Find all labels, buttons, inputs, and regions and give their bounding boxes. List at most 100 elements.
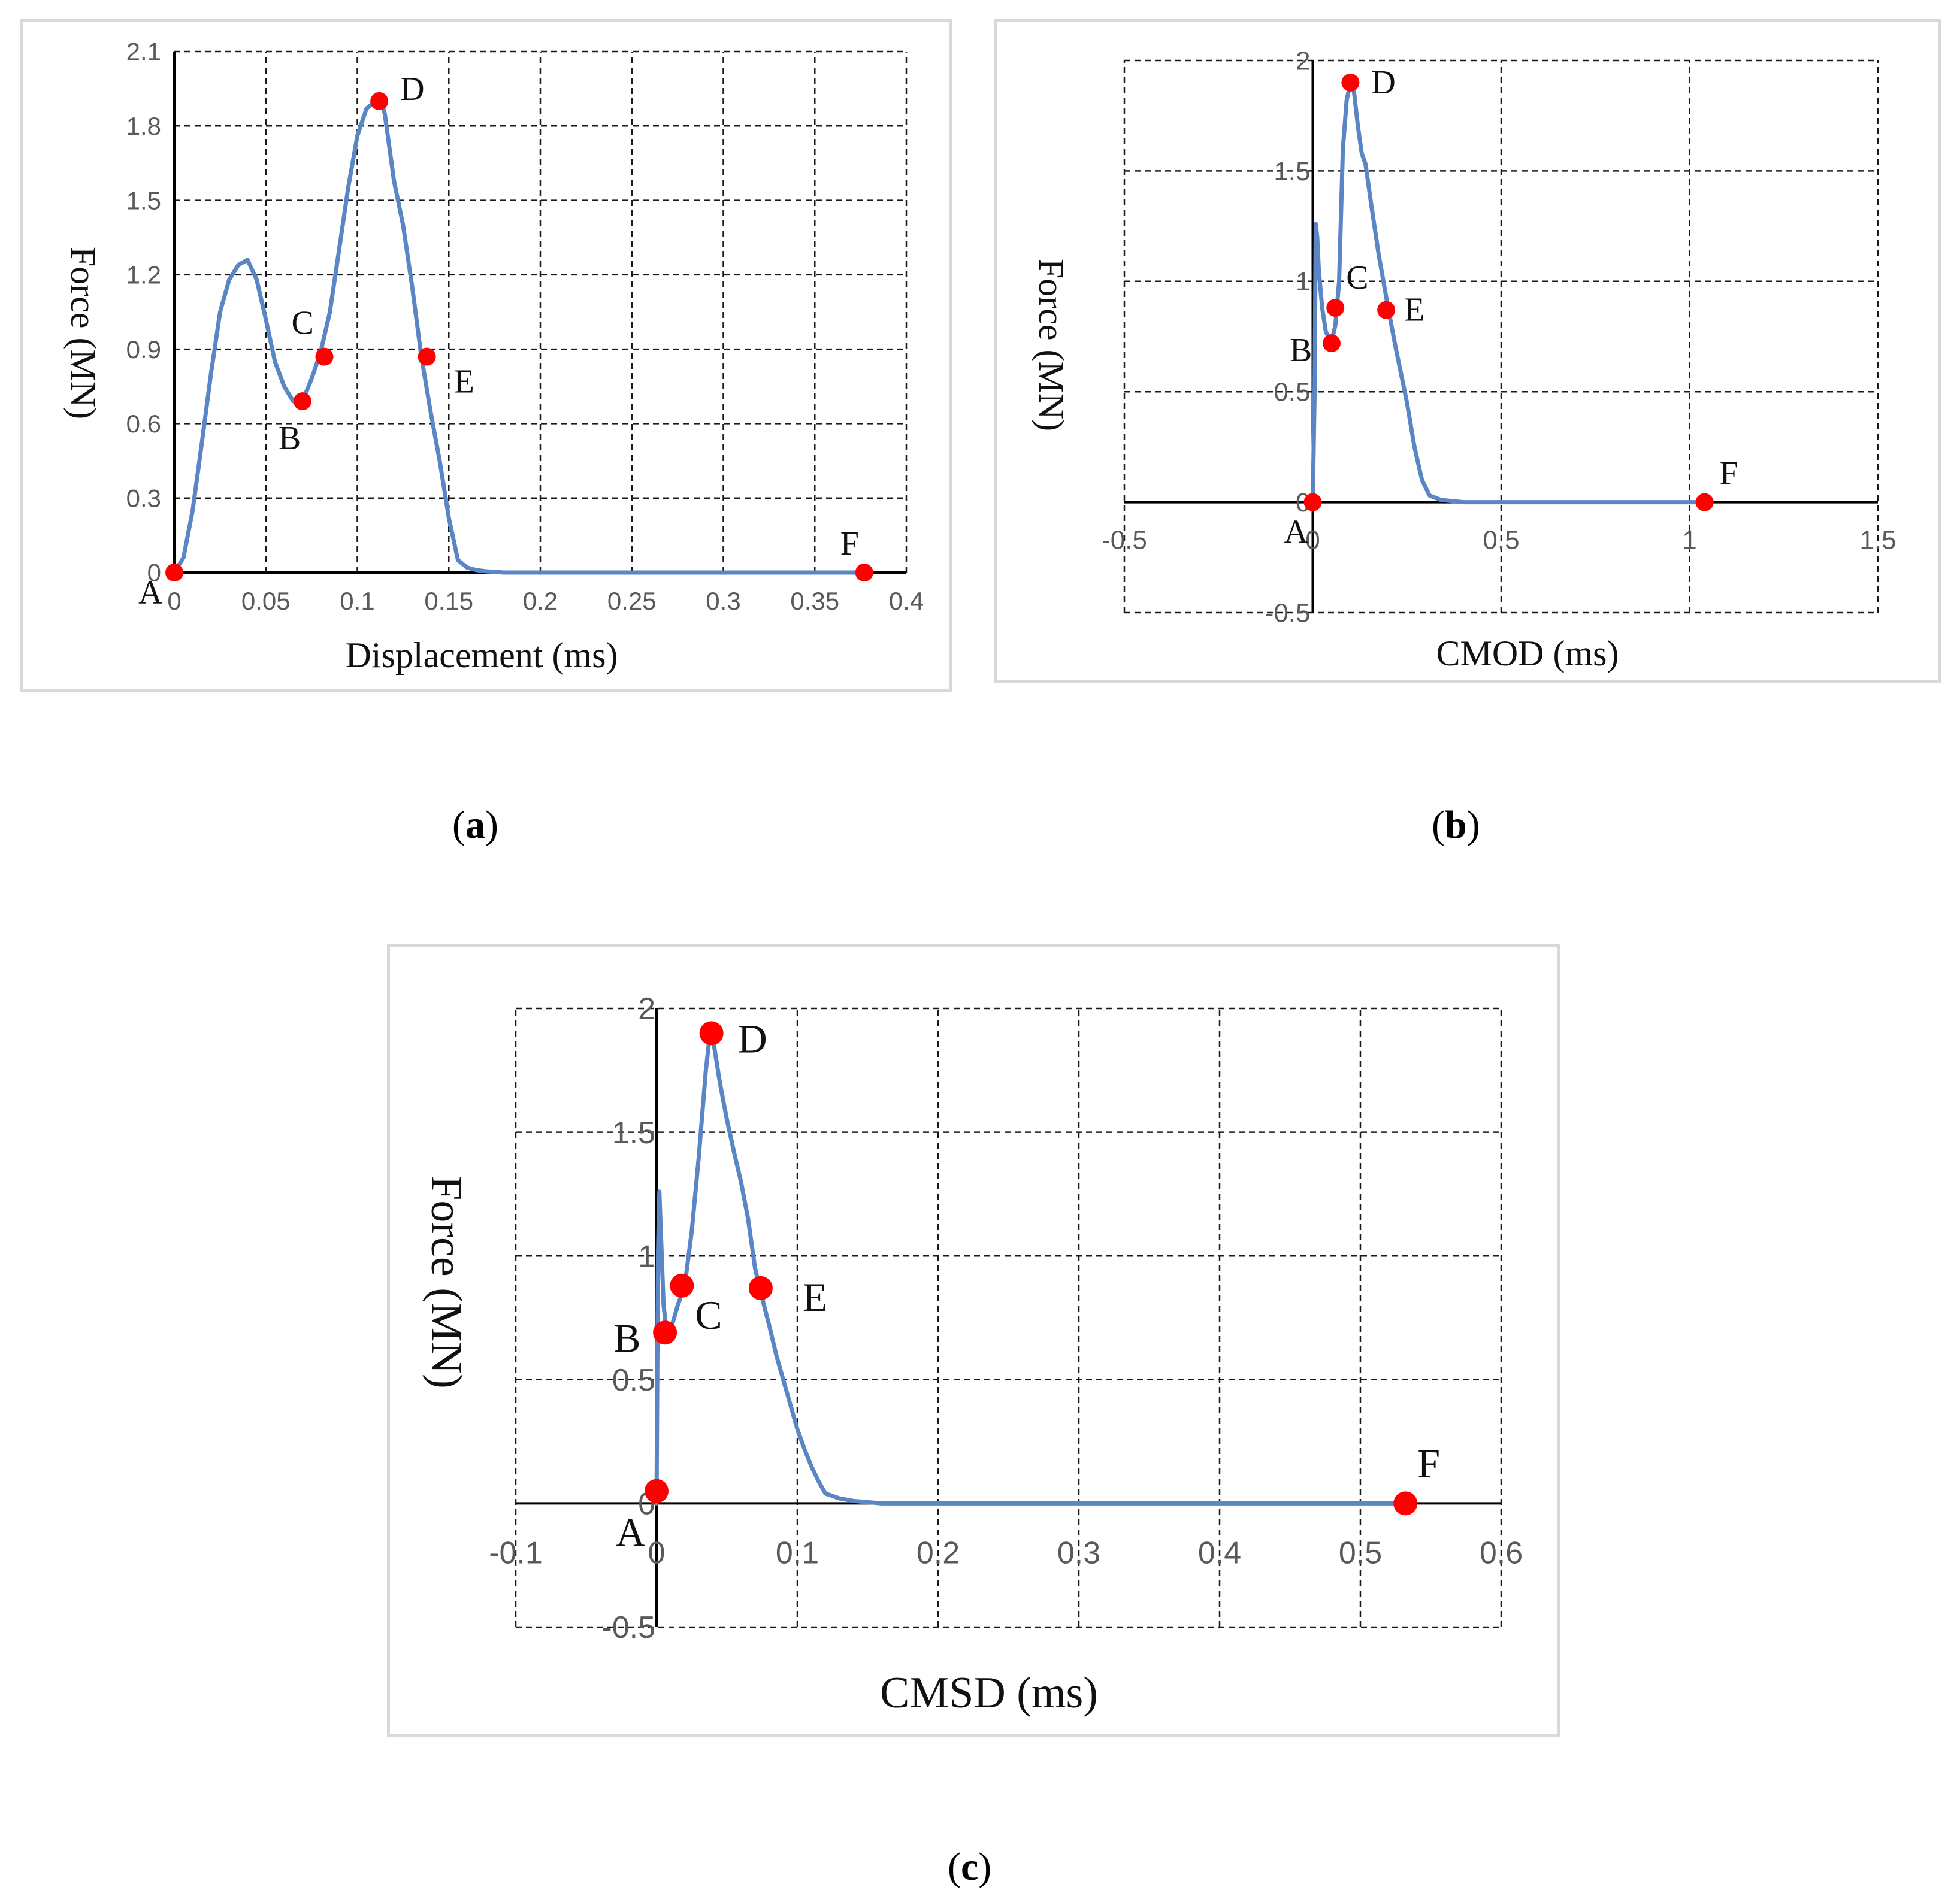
point-f-marker <box>1393 1491 1418 1516</box>
point-e-marker <box>748 1276 773 1300</box>
caption-c-letter: c <box>960 1845 979 1889</box>
point-f-marker <box>855 564 873 581</box>
caption-b: (b) <box>1432 803 1480 847</box>
chart-c-grid <box>515 1007 1502 1628</box>
chart-c-series-line <box>654 1031 1408 1506</box>
point-f-label: F <box>1417 1440 1440 1486</box>
x-tick-label: 0 <box>648 1535 666 1570</box>
point-b-label: B <box>279 420 301 457</box>
x-tick-label: 0.15 <box>424 587 473 615</box>
y-tick-label: 1 <box>1296 267 1310 296</box>
chart-a-svg: 0 0.05 0.1 0.15 0.2 0.25 0.3 0.35 0.4 0 0.3 0.6 0.9 1… <box>63 38 924 675</box>
point-e-marker <box>1377 301 1396 319</box>
point-c-marker <box>1326 299 1345 317</box>
y-tick-label: 1.5 <box>612 1116 655 1150</box>
chart-a-x-title: Displacement (ms) <box>346 635 618 675</box>
y-tick-label: 0.9 <box>126 335 161 364</box>
x-tick-label: 0.25 <box>607 587 657 615</box>
point-f-label: F <box>1720 455 1738 492</box>
y-tick-label: -0.5 <box>1265 598 1311 628</box>
chart-c-svg: -0.1 0 0.1 0.2 0.3 0.4 0.5 0.6-0.500.511.52CMSD… <box>422 992 1523 1718</box>
y-tick-label: 0.5 <box>612 1363 655 1398</box>
y-tick-label: 2 <box>638 992 655 1026</box>
point-b-label: B <box>1290 332 1312 369</box>
x-tick-label: 1 <box>1682 526 1696 555</box>
point-a-marker <box>645 1479 669 1503</box>
chart-panel-a: 0 0.05 0.1 0.15 0.2 0.25 0.3 0.35 0.4 0 0.3 0.6 0.9 1… <box>20 19 952 692</box>
x-tick-label: 0.5 <box>1339 1535 1382 1570</box>
point-e-label: E <box>1404 292 1424 329</box>
point-b-label: B <box>613 1315 640 1361</box>
x-tick-label: 0 <box>167 587 181 615</box>
chart-c-y-title: Force (MN) <box>422 1176 471 1389</box>
x-tick-label: 1.5 <box>1859 526 1896 555</box>
point-a-label: A <box>1284 514 1309 551</box>
point-c-label: C <box>1346 259 1368 296</box>
point-c-label: C <box>292 305 314 342</box>
x-tick-label: 0.2 <box>917 1535 960 1570</box>
point-a-marker <box>1303 493 1322 511</box>
point-f-marker <box>1695 493 1714 511</box>
point-b-marker <box>653 1320 677 1345</box>
x-tick-label: 0.3 <box>706 587 740 615</box>
point-d-label: D <box>738 1016 767 1061</box>
point-d-label: D <box>400 71 424 108</box>
point-d-marker <box>1341 73 1360 92</box>
x-tick-label: 0.4 <box>1198 1535 1241 1570</box>
caption-a-letter: a <box>465 803 485 847</box>
caption-b-letter: b <box>1444 803 1467 847</box>
x-tick-label: 0.5 <box>1483 526 1519 555</box>
chart-panel-b: -0.5 0 0.5 1 1.5 -0.5 0 0.5 1 1.5 2 CMOD (ms) Force … <box>994 19 1941 683</box>
chart-a-grid <box>174 50 908 573</box>
point-e-label: E <box>803 1274 828 1320</box>
x-tick-label: 0.05 <box>241 587 291 615</box>
x-tick-label: -0.5 <box>1102 526 1147 555</box>
chart-a-y-title: Force (MN) <box>63 247 103 419</box>
y-tick-label: 0 <box>147 559 161 587</box>
chart-panel-c: -0.1 0 0.1 0.2 0.3 0.4 0.5 0.6 -0.5 0 0.5 1 1.5 2 CMSD… <box>387 944 1560 1737</box>
y-tick-label: 2.1 <box>126 38 161 66</box>
point-f-label: F <box>840 525 859 562</box>
point-e-label: E <box>454 364 474 401</box>
x-tick-label: 0.3 <box>1057 1535 1100 1570</box>
chart-a-series-line <box>172 99 869 575</box>
y-tick-label: 2 <box>1296 46 1310 75</box>
point-a-marker <box>165 564 183 581</box>
y-tick-label: 0.6 <box>126 410 161 438</box>
chart-b-x-title: CMOD (ms) <box>1436 634 1619 673</box>
x-tick-label: 0.2 <box>523 587 558 615</box>
point-e-marker <box>418 347 436 366</box>
x-tick-label: 0.1 <box>776 1535 819 1570</box>
y-tick-label: 1 <box>638 1239 655 1274</box>
x-tick-label: 0 <box>1305 526 1320 555</box>
point-c-marker <box>315 347 334 366</box>
chart-c-x-title: CMSD (ms) <box>880 1668 1098 1718</box>
chart-b-grid <box>1123 59 1879 614</box>
x-tick-label: 0.35 <box>790 587 839 615</box>
y-tick-label: 1.8 <box>126 112 161 140</box>
chart-b-series-line <box>1311 80 1707 505</box>
y-tick-label: 1.5 <box>1274 157 1310 186</box>
y-tick-label: 0.5 <box>1274 378 1310 407</box>
point-b-marker <box>293 392 311 411</box>
caption-c: (c) <box>948 1845 992 1889</box>
point-a-label: A <box>138 574 163 611</box>
x-tick-label: 0.4 <box>889 587 924 615</box>
caption-a: (a) <box>452 803 498 847</box>
point-b-marker <box>1322 334 1341 353</box>
y-tick-label: 0.3 <box>126 484 161 512</box>
y-tick-label: 1.2 <box>126 261 161 289</box>
y-tick-label: -0.5 <box>601 1610 655 1645</box>
point-d-label: D <box>1371 64 1395 101</box>
y-tick-label: 1.5 <box>126 186 161 214</box>
x-tick-label: 0.6 <box>1480 1535 1523 1570</box>
point-d-marker <box>699 1021 724 1046</box>
point-a-label: A <box>616 1510 645 1555</box>
point-c-marker <box>670 1273 694 1298</box>
point-c-label: C <box>695 1292 722 1338</box>
x-tick-label: 0.1 <box>340 587 374 615</box>
x-tick-label: -0.1 <box>489 1535 543 1570</box>
point-d-marker <box>370 92 389 110</box>
chart-b-y-title: Force (MN) <box>1032 259 1071 431</box>
